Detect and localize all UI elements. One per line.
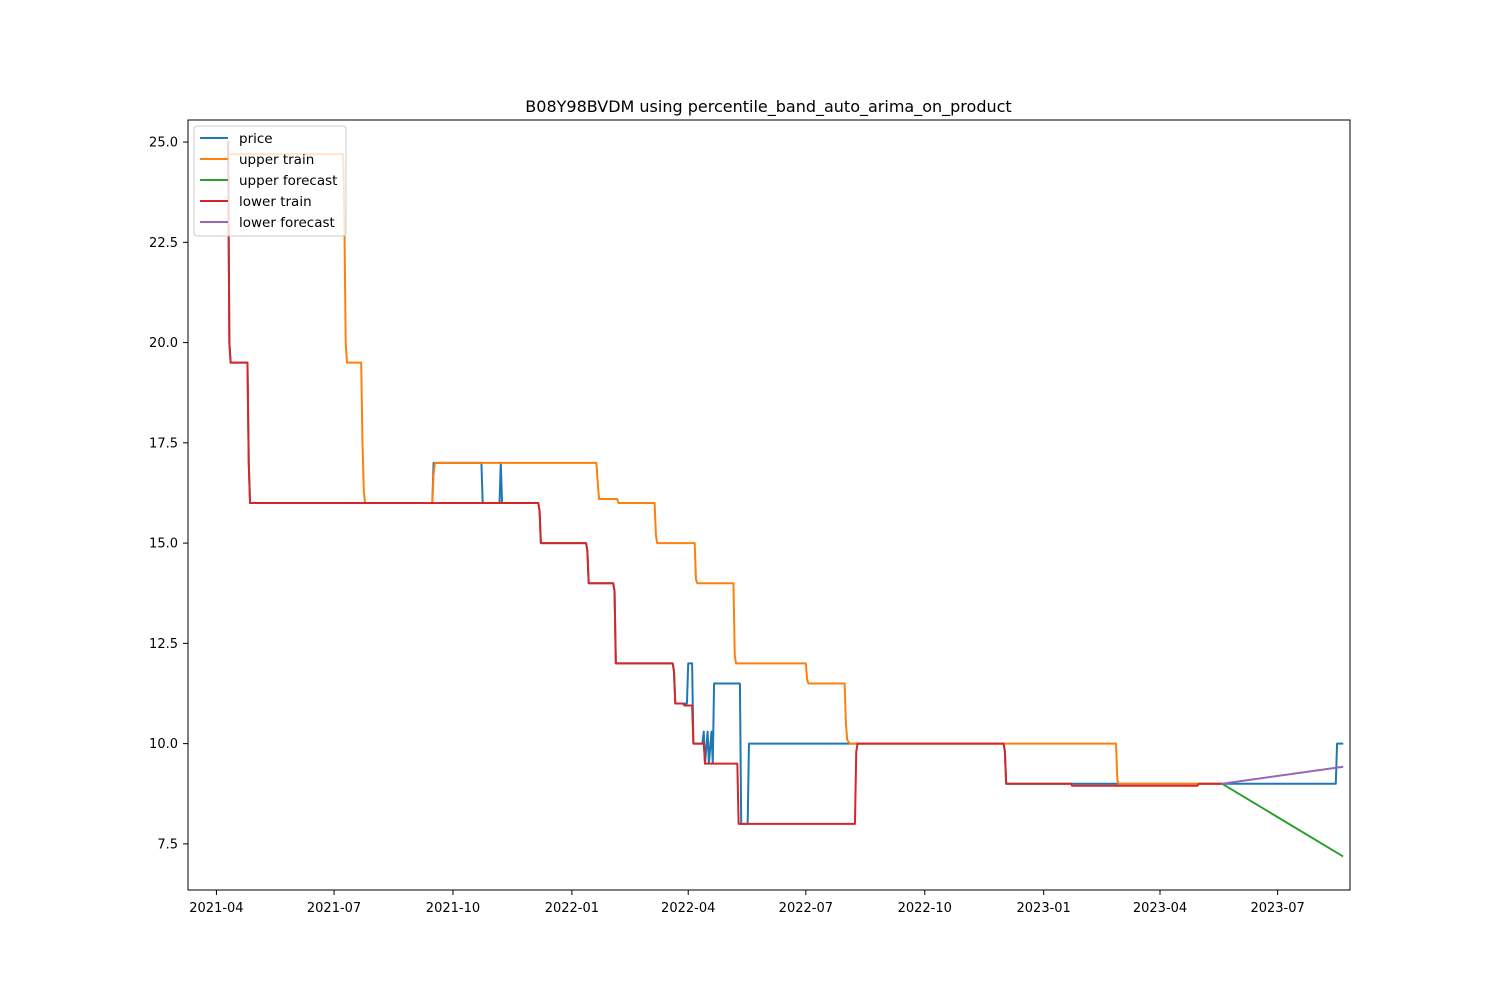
legend-label: lower train — [239, 194, 312, 210]
series-line-upper-forecast — [1220, 782, 1344, 858]
x-tick-label: 2022-07 — [779, 901, 833, 916]
x-tick-label: 2022-01 — [545, 901, 599, 916]
x-tick-label: 2022-10 — [898, 901, 952, 916]
series-line-upper-train — [227, 153, 1224, 785]
x-tick-label: 2021-07 — [307, 901, 361, 916]
legend-label: lower forecast — [239, 215, 335, 231]
y-tick-label: 20.0 — [149, 336, 178, 351]
legend: price upper train upper forecast lower trai… — [193, 125, 347, 237]
y-axis: 7.5 10.0 12.5 15.0 17.5 20.0 22.5 25.0 — [149, 136, 188, 852]
y-tick-label: 17.5 — [149, 436, 178, 451]
plot-area-frame — [187, 119, 1351, 891]
series-line-lower-train — [227, 141, 1224, 825]
series-line-lower-forecast — [1220, 765, 1344, 785]
y-tick-label: 12.5 — [149, 637, 178, 652]
x-tick-label: 2023-04 — [1133, 901, 1187, 916]
y-tick-label: 15.0 — [149, 537, 178, 552]
legend-label: upper forecast — [239, 173, 337, 189]
x-tick-label: 2021-10 — [426, 901, 480, 916]
x-tick-label: 2023-07 — [1250, 901, 1304, 916]
x-axis: 2021-04 2021-07 2021-10 2022-01 2022-04 2022-… — [189, 890, 1305, 916]
legend-label: upper train — [239, 152, 314, 168]
y-tick-label: 22.5 — [149, 236, 178, 251]
x-tick-label: 2021-04 — [189, 901, 243, 916]
x-tick-label: 2023-01 — [1017, 901, 1071, 916]
legend-box — [193, 125, 347, 237]
series-layer — [227, 141, 1344, 858]
y-tick-label: 7.5 — [157, 837, 178, 852]
x-tick-label: 2022-04 — [661, 901, 715, 916]
y-tick-label: 25.0 — [149, 136, 178, 151]
chart-title: B08Y98BVDM using percentile_band_auto_ar… — [525, 97, 1011, 117]
legend-label: price — [239, 131, 273, 147]
y-tick-label: 10.0 — [149, 737, 178, 752]
